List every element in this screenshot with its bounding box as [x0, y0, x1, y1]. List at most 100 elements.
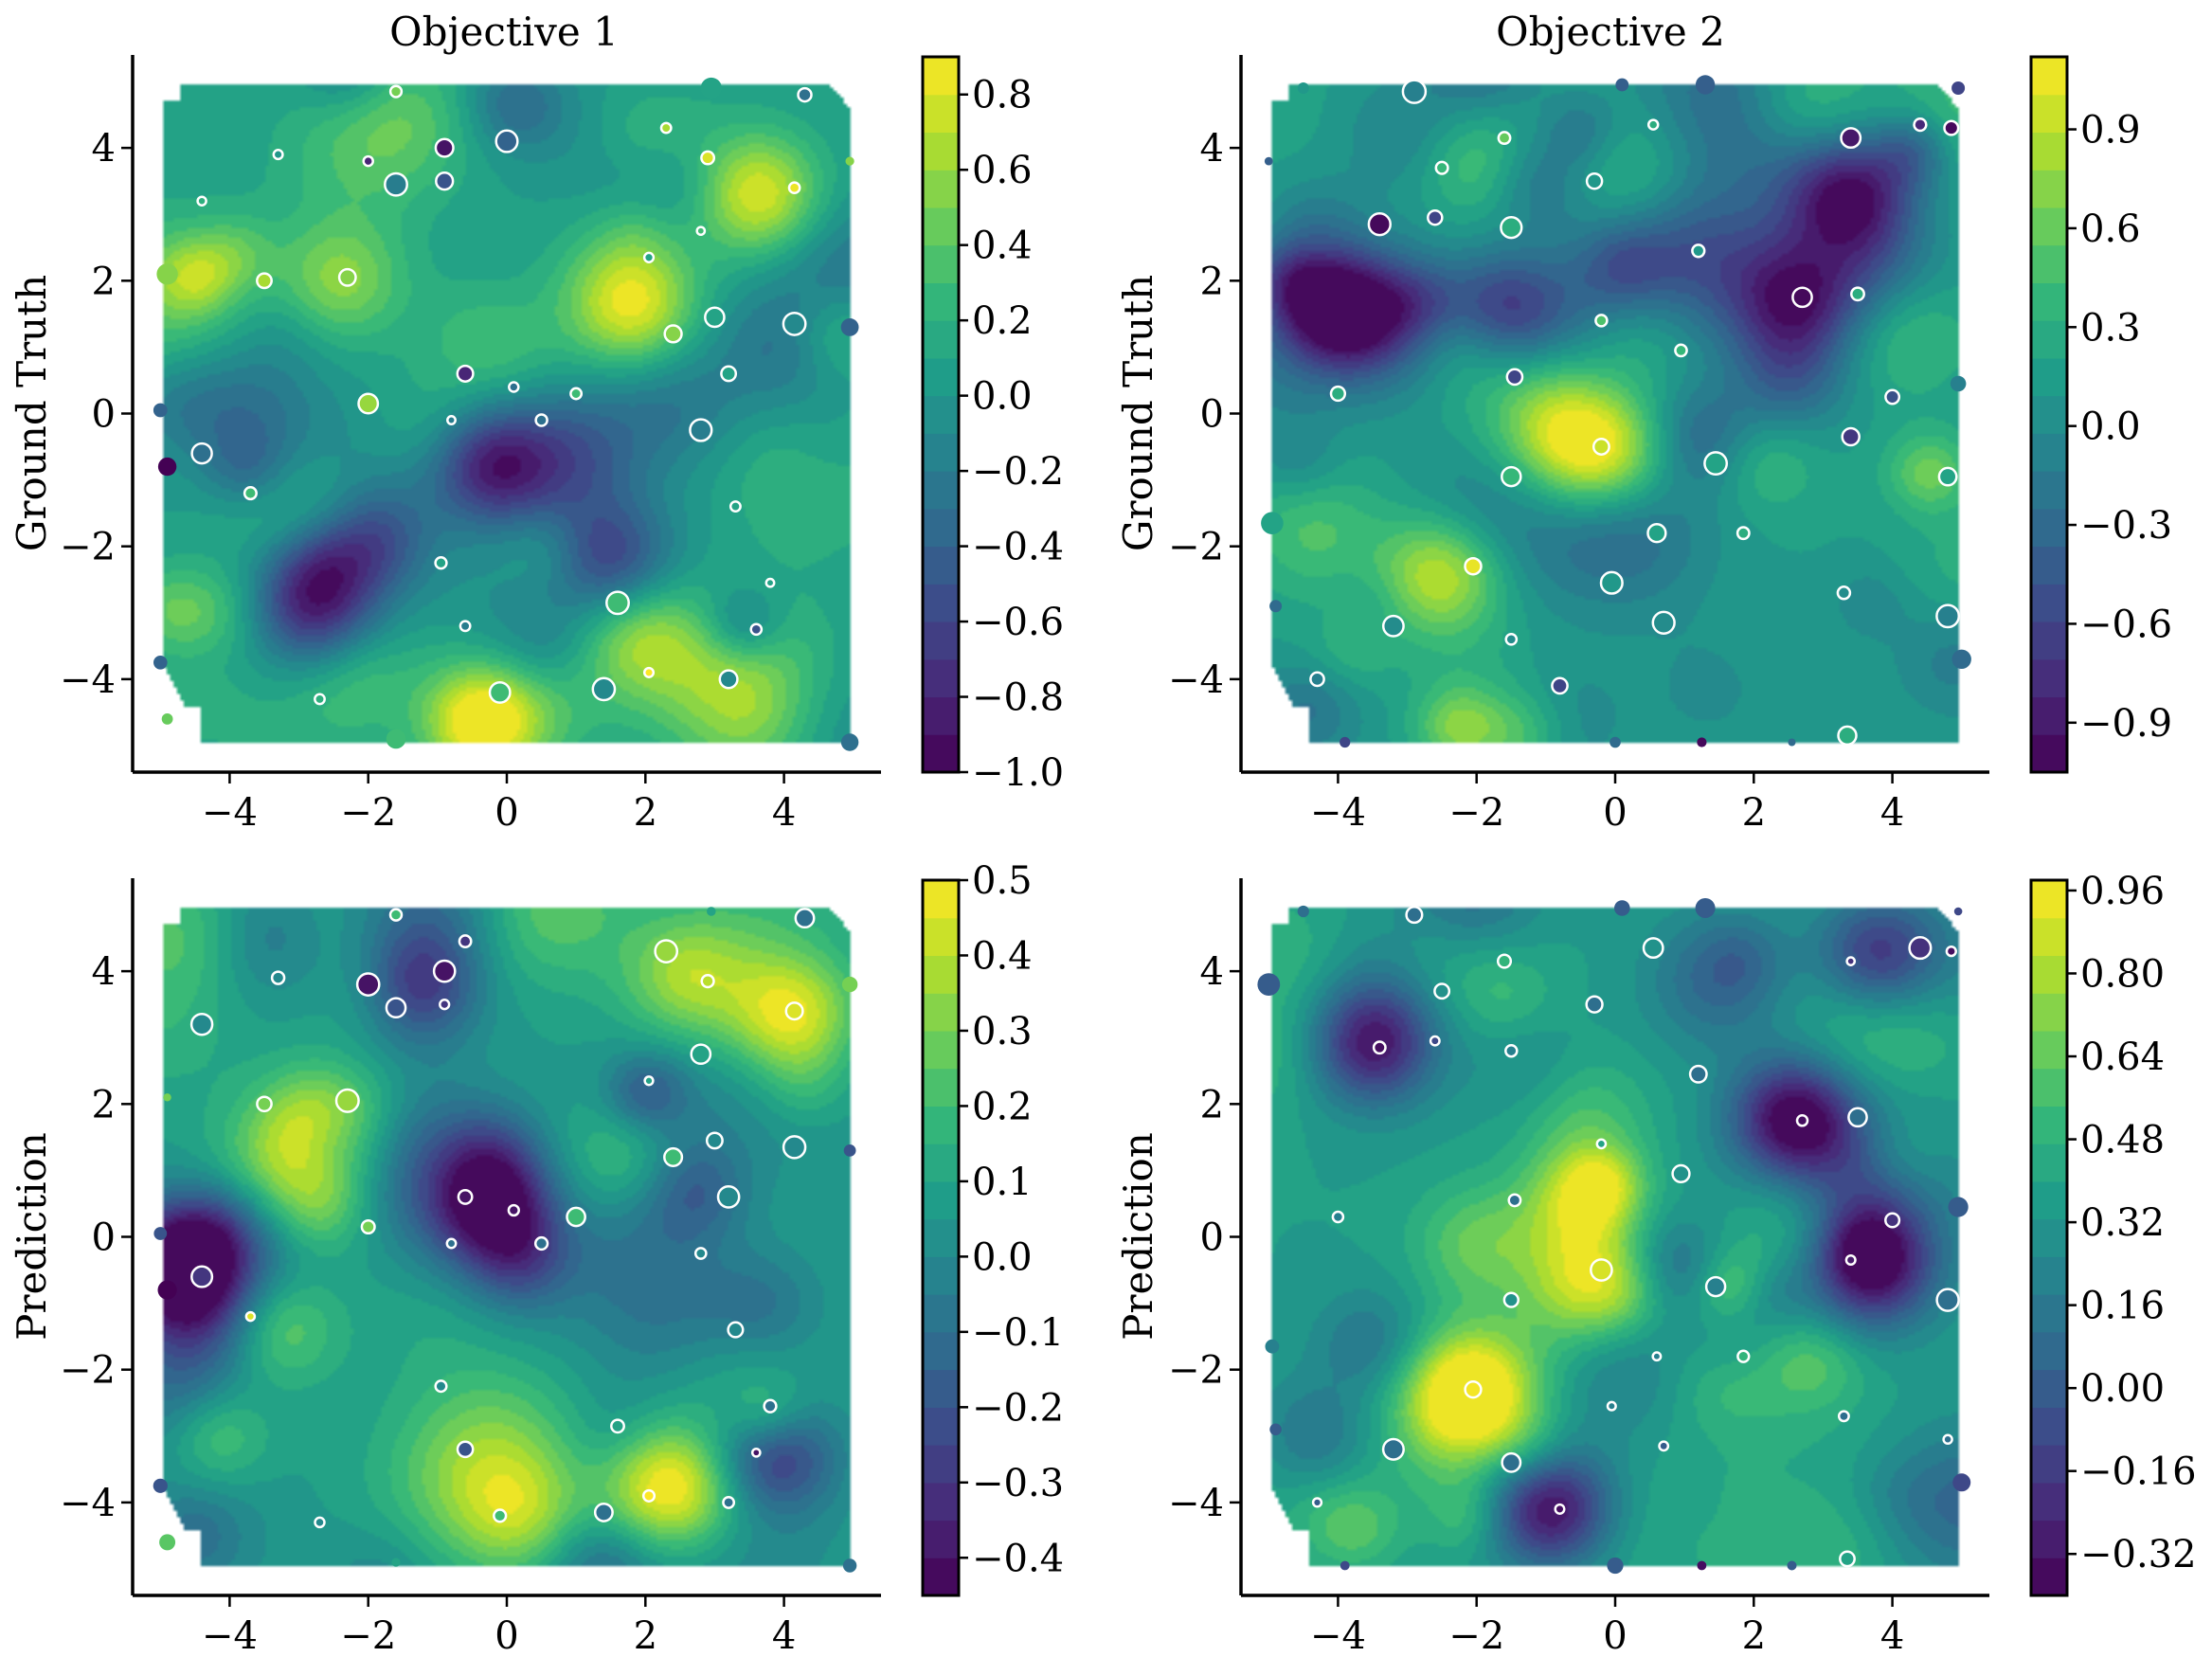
colorbar-band-17 [2031, 917, 2067, 956]
colorbar-band-3 [923, 621, 959, 660]
column-title-objective-2: Objective 2 [1496, 9, 1725, 55]
sample-point-34 [727, 1321, 745, 1339]
sample-points [1261, 75, 1971, 748]
sample-point-22 [1505, 368, 1524, 387]
x-tick-label-4: 4 [772, 1614, 796, 1657]
contour-map [133, 878, 881, 1595]
y-tick-label-1: −2 [1168, 1349, 1224, 1393]
sample-point-20 [1671, 1163, 1691, 1184]
sample-point-38 [1658, 1440, 1670, 1452]
colorbar-tick-label-3: 0.16 [2080, 1285, 2165, 1328]
sample-point-8 [1840, 127, 1862, 150]
colorbar-tick-label-6: 0.2 [972, 299, 1033, 343]
sample-point-1 [1401, 79, 1428, 104]
sample-point-3 [700, 150, 716, 166]
sample-point-30 [689, 418, 713, 442]
y-axis: −4 −2 0 2 4 [60, 878, 135, 1595]
panel-objective-1-ground-truth: −4 −2 0 2 4 −4 −2 0 2 4 Ground Truth −1.0 −0.8 −0.… [9, 55, 1064, 835]
sample-point-16 [256, 272, 273, 290]
sample-point-17 [1795, 1114, 1809, 1127]
colorbar-band-8 [923, 433, 959, 472]
x-tick-label-4: 4 [772, 791, 796, 835]
sample-point-22 [1507, 1193, 1522, 1208]
sample-point-26 [357, 392, 380, 415]
colorbar-band-11 [2031, 1144, 2067, 1182]
sample-point-9 [439, 999, 451, 1011]
colorbar-band-14 [923, 207, 959, 246]
x-tick-label-1: −2 [1448, 791, 1504, 835]
sample-point-21 [843, 1144, 856, 1157]
sample-point-8 [434, 137, 455, 158]
colorbar-band-16 [2031, 955, 2067, 994]
sample-point-43 [493, 1508, 508, 1523]
sample-point-6 [272, 149, 284, 161]
y-axis: −4 −2 0 2 4 [60, 55, 135, 772]
sample-point-14 [642, 251, 656, 263]
sample-point-38 [1651, 610, 1676, 635]
sample-point-36 [764, 577, 776, 588]
colorbar-band-11 [923, 320, 959, 359]
colorbar-band-5 [923, 546, 959, 585]
y-tick-label-2: 0 [1200, 1216, 1224, 1260]
colorbar-band-10 [923, 1180, 959, 1220]
colorbar-tick-label-4: 0.0 [972, 1235, 1033, 1279]
colorbar-tick-label-7: 0.3 [972, 1010, 1033, 1054]
sample-point-26 [1703, 451, 1729, 477]
sample-point-10 [384, 171, 408, 197]
x-tick-label-2: 0 [495, 1614, 518, 1657]
sample-point-25 [1590, 1258, 1613, 1282]
sample-point-40 [153, 1478, 168, 1493]
sample-point-13 [690, 1043, 712, 1066]
colorbar-band-0 [923, 734, 959, 773]
x-axis: −4 −2 0 2 4 [1241, 1594, 1989, 1657]
colorbar-band-5 [2031, 1369, 2067, 1408]
sample-point-11 [196, 195, 207, 207]
sample-point-19 [1594, 314, 1609, 328]
colorbar-band-3 [2031, 1445, 2067, 1484]
sample-point-38 [456, 1440, 475, 1459]
colorbar-band-7 [2031, 1294, 2067, 1333]
sample-point-13 [1427, 208, 1444, 226]
colorbar-band-8 [2031, 433, 2067, 472]
colorbar-band-3 [2031, 621, 2067, 660]
sample-point-20 [782, 311, 807, 336]
colorbar-band-15 [2031, 170, 2067, 208]
sample-point-41 [1951, 649, 1971, 669]
colorbar-tick-label-5: 0.1 [972, 1161, 1033, 1204]
sample-points [1257, 898, 1971, 1575]
sample-point-15 [1585, 995, 1604, 1014]
sample-point-46 [159, 1534, 176, 1551]
colorbar-band-6 [923, 1331, 959, 1371]
sample-point-44 [593, 1502, 614, 1522]
sample-point-47 [386, 729, 406, 749]
y-axis: −4 −2 0 2 4 [1168, 55, 1243, 772]
colorbar-band-4 [2031, 1407, 2067, 1446]
colorbar-band-8 [923, 1256, 959, 1295]
sample-point-13 [695, 225, 707, 237]
colorbar-band-17 [923, 917, 959, 956]
y-tick-label-2: 0 [1200, 393, 1224, 437]
sample-point-45 [314, 1516, 326, 1529]
sample-point-39 [749, 622, 764, 637]
y-tick-label-4: 4 [92, 127, 116, 171]
colorbar-band-8 [2031, 1256, 2067, 1295]
sample-point-15 [1585, 171, 1604, 190]
colorbar-tick-label-2: −0.6 [972, 601, 1064, 644]
sample-point-19 [1595, 1138, 1608, 1150]
colorbar-tick-label-5: 0.48 [2080, 1119, 2165, 1162]
sample-point-0 [1297, 905, 1309, 918]
y-tick-label-1: −2 [60, 526, 116, 569]
sample-point-18 [1847, 1107, 1868, 1128]
colorbar-tick-label-6: 0.64 [2080, 1036, 2165, 1079]
sample-point-25 [1592, 438, 1610, 456]
y-axis: −4 −2 0 2 4 [1168, 878, 1243, 1595]
sample-point-17 [1791, 286, 1813, 309]
colorbar-tick-label-9: 0.8 [972, 74, 1033, 117]
sample-point-4 [794, 908, 816, 929]
colorbar-band-5 [923, 1369, 959, 1408]
sample-point-21 [840, 318, 859, 336]
colorbar-band-6 [2031, 508, 2067, 548]
sample-point-40 [153, 656, 168, 670]
sample-point-42 [722, 1495, 736, 1509]
